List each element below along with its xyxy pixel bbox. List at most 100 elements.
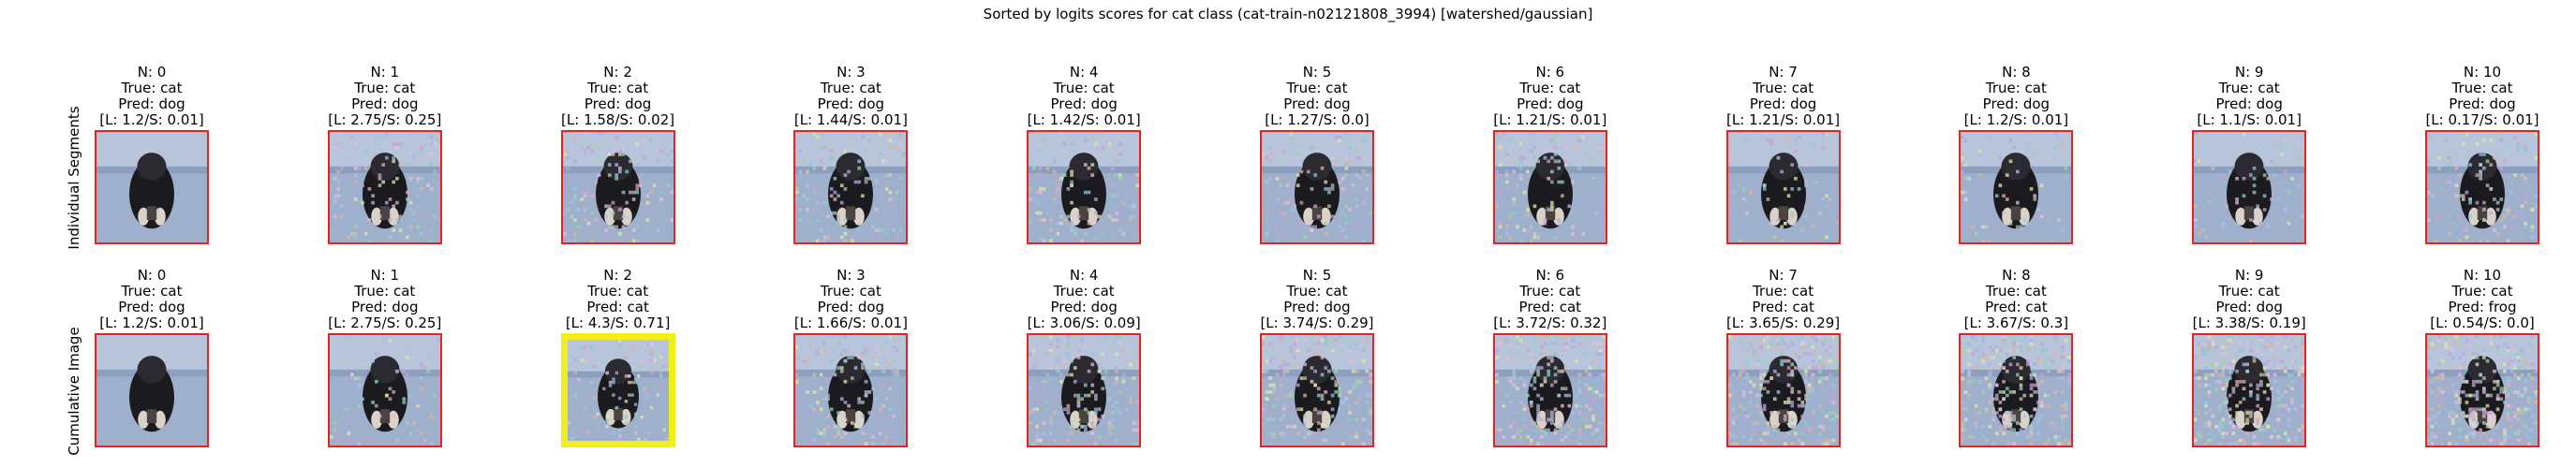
noise-pixel: [2026, 338, 2031, 343]
noise-pixel: [1598, 393, 1603, 398]
noise-pixel: [2513, 411, 2517, 415]
noise-pixel: [1811, 335, 1814, 339]
panel-title: N: 7 True: cat Pred: dog [L: 1.21/S: 0.01]: [1670, 65, 1897, 128]
noise-pixel: [1577, 431, 1581, 435]
panel-title: N: 3 True: cat Pred: dog [L: 1.44/S: 0.01]: [737, 65, 964, 128]
noise-pixel: [1279, 379, 1283, 384]
noise-pixel: [1779, 335, 1784, 339]
noise-pixel: [1289, 390, 1294, 394]
noise-pixel: [2249, 342, 2253, 346]
noise-pixel: [1543, 428, 1547, 432]
noise-pixel: [1282, 434, 1286, 439]
thumbnail: [2192, 130, 2307, 244]
noise-pixel: [2207, 424, 2212, 429]
noise-pixel: [2485, 239, 2490, 242]
noise-pixel: [816, 132, 821, 136]
noise-pixel: [1351, 369, 1355, 373]
noise-pixel: [1789, 401, 1794, 404]
panel-true-label: True: cat: [2218, 80, 2280, 96]
noise-pixel: [1512, 373, 1516, 377]
noise-pixel: [2065, 176, 2068, 181]
noise-pixel: [603, 228, 608, 232]
noise-pixel: [2242, 132, 2246, 136]
noise-pixel: [1340, 442, 1345, 446]
thumb-cat-paw-left: [1769, 410, 1781, 429]
noise-pixel: [1076, 214, 1081, 219]
noise-pixel: [1824, 132, 1828, 136]
panel-index-label: N: 0: [137, 267, 167, 284]
noise-pixel: [1584, 424, 1589, 429]
panel-title: N: 7 True: cat Pred: cat [L: 3.65/S: 0.29]: [1670, 268, 1897, 331]
noise-pixel: [2475, 173, 2480, 177]
noise-pixel: [649, 371, 653, 375]
noise-pixel: [666, 183, 670, 187]
noise-pixel: [1779, 225, 1784, 229]
noise-pixel: [2493, 387, 2496, 390]
panel-score-label: [L: 1.1/S: 0.01]: [2197, 111, 2302, 128]
noise-pixel: [1508, 379, 1513, 384]
noise-pixel: [2440, 390, 2445, 394]
noise-pixel: [2197, 366, 2201, 370]
noise-pixel: [2194, 390, 2198, 394]
noise-pixel: [820, 431, 823, 435]
noise-pixel: [1282, 369, 1286, 373]
noise-pixel: [2444, 155, 2449, 160]
noise-pixel: [1549, 356, 1554, 359]
noise-pixel: [2287, 221, 2291, 226]
noise-pixel: [614, 405, 618, 410]
noise-pixel: [2495, 352, 2500, 357]
noise-pixel: [2211, 434, 2215, 439]
noise-pixel: [2002, 211, 2006, 215]
noise-pixel: [2249, 218, 2253, 222]
noise-pixel: [645, 194, 649, 198]
noise-pixel: [2430, 442, 2435, 446]
noise-pixel: [2270, 434, 2273, 439]
noise-pixel: [1964, 390, 1968, 394]
noise-pixel: [1073, 393, 1077, 398]
noise-pixel: [1831, 401, 1835, 404]
noise-pixel: [2262, 173, 2267, 177]
noise-pixel: [2197, 231, 2201, 236]
noise-pixel: [592, 365, 596, 369]
noise-pixel: [881, 228, 886, 232]
noise-pixel: [892, 414, 896, 418]
noise-pixel: [1262, 421, 1266, 425]
noise-pixel: [2228, 414, 2232, 418]
noise-pixel: [1745, 362, 1749, 367]
noise-pixel: [1766, 428, 1769, 432]
noise-pixel: [2437, 338, 2441, 343]
noise-pixel: [2526, 183, 2531, 187]
noise-pixel: [1129, 218, 1133, 222]
noise-pixel: [394, 200, 399, 205]
noise-pixel: [2461, 411, 2465, 415]
noise-pixel: [1547, 417, 1550, 422]
noise-pixel: [573, 358, 577, 362]
noise-pixel: [1115, 345, 1119, 349]
noise-pixel: [1518, 159, 1523, 164]
noise-pixel: [1295, 173, 1300, 177]
noise-pixel: [429, 187, 434, 191]
noise-pixel: [1504, 338, 1509, 343]
noise-pixel: [2221, 225, 2226, 229]
noise-pixel: [2465, 379, 2469, 384]
noise-pixel: [1758, 383, 1763, 388]
noise-pixel: [2280, 153, 2285, 156]
noise-pixel: [878, 235, 882, 240]
noise-pixel: [384, 393, 389, 398]
noise-pixel: [2214, 373, 2218, 377]
noise-pixel: [2065, 407, 2068, 412]
noise-pixel: [2211, 342, 2215, 346]
noise-pixel: [1042, 431, 1046, 435]
noise-pixel: [2290, 358, 2295, 363]
noise-pixel: [1803, 366, 1808, 370]
noise-pixel: [580, 190, 584, 195]
noise-pixel: [669, 190, 674, 195]
noise-pixel: [649, 352, 653, 356]
noise-pixel: [1029, 197, 1032, 201]
noise-pixel: [2221, 431, 2226, 435]
noise-pixel: [1330, 393, 1335, 398]
noise-pixel: [1039, 235, 1043, 240]
noise-pixel: [1365, 194, 1369, 198]
noise-pixel: [566, 208, 570, 212]
noise-pixel: [2259, 383, 2263, 388]
